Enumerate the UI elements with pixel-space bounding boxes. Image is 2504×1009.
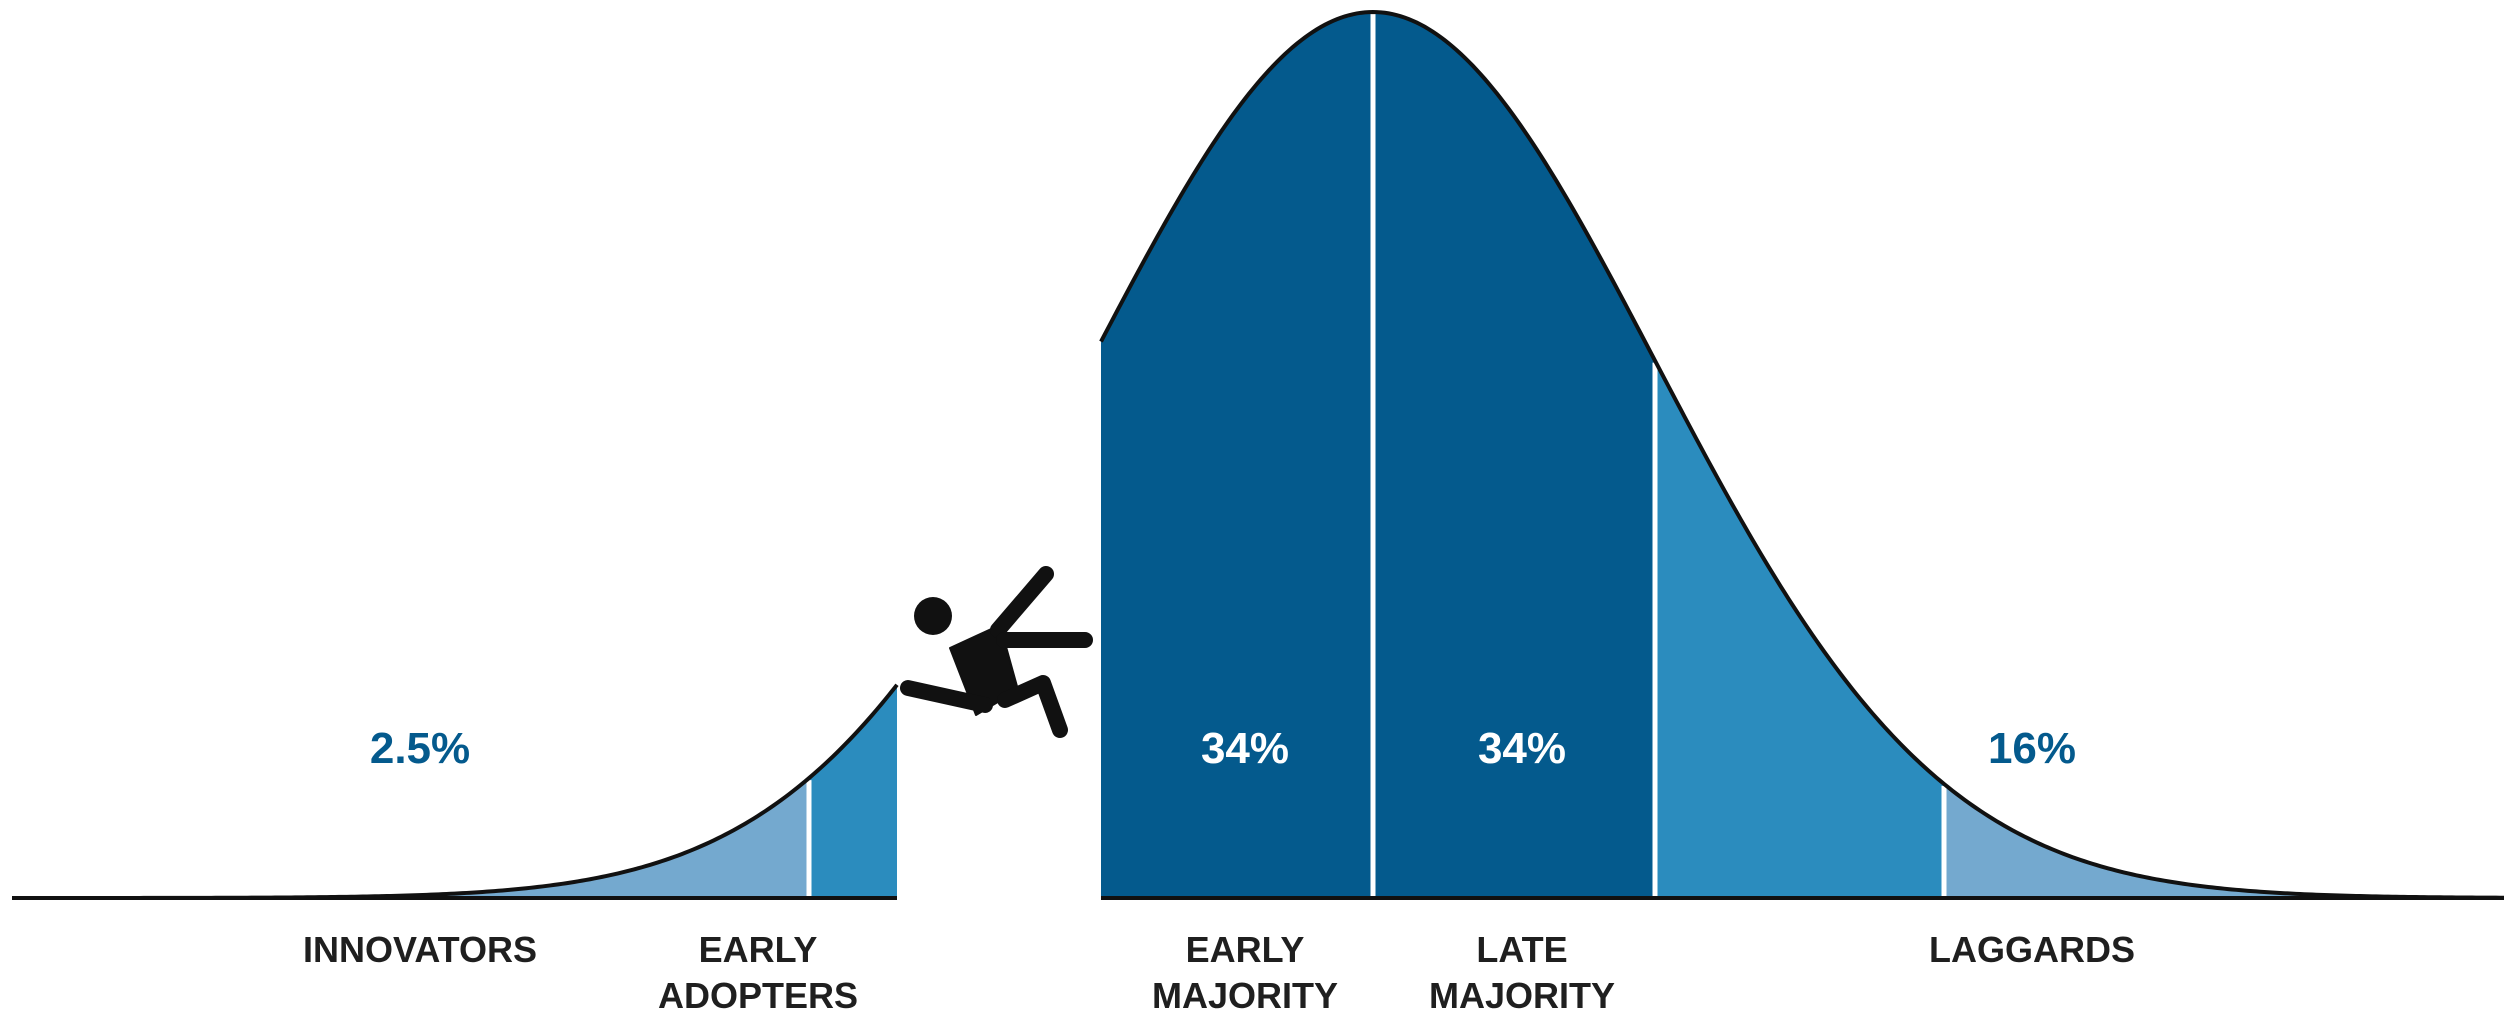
divider-group [806, 14, 1947, 898]
segment-laggards-tail [1944, 783, 2332, 898]
falling-person-icon [900, 566, 1093, 738]
value-label-group: 2.5% 13.5% 34% 34% 16% [370, 724, 2076, 773]
value-label-early-adopters: 13.5% [696, 724, 821, 773]
falling-person-leg-front [997, 675, 1068, 738]
curve-outline-right [1099, 9, 2504, 900]
category-label-laggards: LAGGARDS [1929, 929, 2135, 970]
segment-laggards [1655, 360, 1944, 898]
category-label-group: INNOVATORS EARLY ADOPTERS EARLY MAJORITY LATE… [303, 929, 2135, 1009]
category-label-innovators: INNOVATORS [303, 929, 537, 970]
segment-innovators [414, 778, 809, 898]
curve-outline-group [12, 9, 2504, 900]
value-label-late-majority: 34% [1478, 724, 1566, 773]
value-label-innovators: 2.5% [370, 724, 470, 773]
value-label-early-majority: 34% [1201, 724, 1289, 773]
falling-person-arm-up [990, 566, 1054, 638]
value-label-laggards: 16% [1988, 724, 2076, 773]
category-label-early-majority-line-2: MAJORITY [1152, 975, 1338, 1009]
segment-late-majority [1373, 12, 1655, 898]
falling-person-head [914, 597, 952, 635]
segment-early-majority [1101, 12, 1373, 898]
segment-early-adopters [809, 684, 897, 898]
curve-fill-group [414, 12, 2332, 898]
category-label-late-majority-line-1: LATE [1476, 929, 1567, 970]
category-label-early-majority-line-1: EARLY [1186, 929, 1305, 970]
falling-person-leg-back [900, 680, 993, 713]
falling-person-figure [900, 566, 1093, 738]
category-label-early-adopters-line-1: EARLY [699, 929, 818, 970]
category-label-early-adopters-line-2: ADOPTERS [658, 975, 858, 1009]
category-label-late-majority-line-2: MAJORITY [1429, 975, 1615, 1009]
